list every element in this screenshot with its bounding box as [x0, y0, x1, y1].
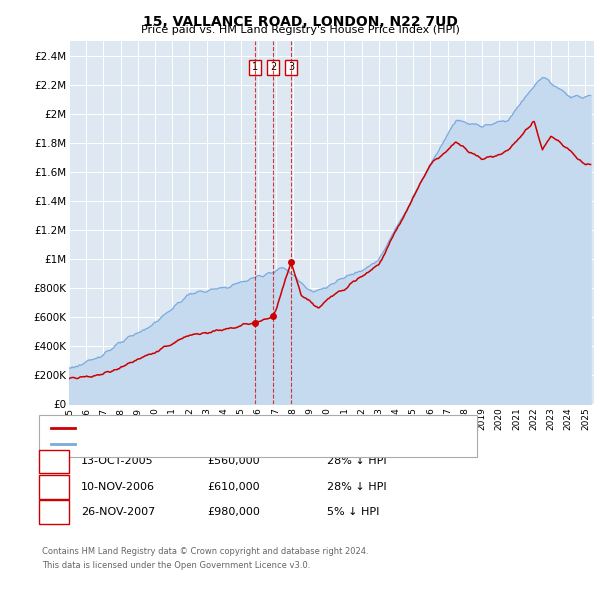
Text: 1: 1	[50, 457, 58, 466]
Text: 1: 1	[251, 63, 258, 73]
Text: 15, VALLANCE ROAD, LONDON, N22 7UD: 15, VALLANCE ROAD, LONDON, N22 7UD	[143, 15, 457, 29]
Text: HPI: Average price, detached house, Haringey: HPI: Average price, detached house, Hari…	[78, 439, 303, 449]
Text: Price paid vs. HM Land Registry's House Price Index (HPI): Price paid vs. HM Land Registry's House …	[140, 25, 460, 35]
Text: 28% ↓ HPI: 28% ↓ HPI	[327, 482, 386, 491]
Text: 13-OCT-2005: 13-OCT-2005	[81, 457, 154, 466]
Text: 2: 2	[50, 482, 58, 491]
Text: 10-NOV-2006: 10-NOV-2006	[81, 482, 155, 491]
Text: Contains HM Land Registry data © Crown copyright and database right 2024.: Contains HM Land Registry data © Crown c…	[42, 547, 368, 556]
Text: £980,000: £980,000	[207, 507, 260, 517]
Text: £560,000: £560,000	[207, 457, 260, 466]
Text: 15, VALLANCE ROAD, LONDON, N22 7UD (detached house): 15, VALLANCE ROAD, LONDON, N22 7UD (deta…	[78, 423, 367, 433]
Text: 3: 3	[50, 507, 58, 517]
Text: 28% ↓ HPI: 28% ↓ HPI	[327, 457, 386, 466]
Text: This data is licensed under the Open Government Licence v3.0.: This data is licensed under the Open Gov…	[42, 560, 310, 570]
Text: 5% ↓ HPI: 5% ↓ HPI	[327, 507, 379, 517]
Text: 26-NOV-2007: 26-NOV-2007	[81, 507, 155, 517]
Text: 2: 2	[270, 63, 277, 73]
Text: 3: 3	[288, 63, 294, 73]
Text: £610,000: £610,000	[207, 482, 260, 491]
